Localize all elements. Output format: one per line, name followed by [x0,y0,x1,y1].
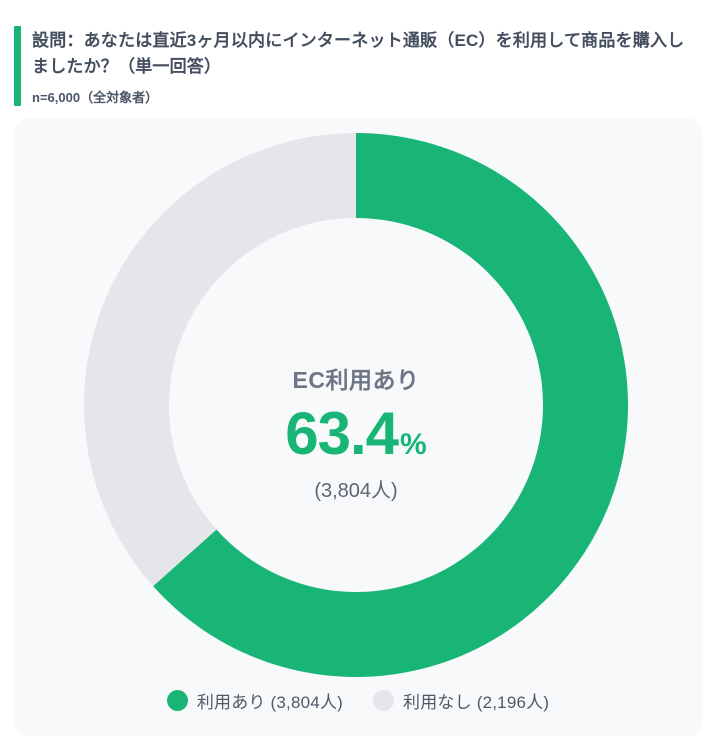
donut-svg [84,133,628,677]
legend-item-not-used: 利用なし (2,196人) [373,688,549,713]
chart-card: EC利用あり 63.4 % (3,804人) 利用あり (3,804人) 利用な… [14,118,702,736]
donut-segment-1 [84,133,356,587]
question-header-text: 設問：あなたは直近3ヶ月以内にインターネット通販（EC）を利用して商品を購入しま… [32,26,686,106]
question-text: 設問：あなたは直近3ヶ月以内にインターネット通販（EC）を利用して商品を購入しま… [32,31,685,77]
question-header: 設問：あなたは直近3ヶ月以内にインターネット通販（EC）を利用して商品を購入しま… [14,26,698,106]
legend-label-used: 利用あり (3,804人) [196,693,343,712]
sample-size-text: n=6,000（全対象者） [32,89,159,105]
chart-legend: 利用あり (3,804人) 利用なし (2,196人) [14,688,702,713]
legend-item-used: 利用あり (3,804人) [166,688,343,713]
question-accent-bar [14,26,21,106]
donut-chart: EC利用あり 63.4 % (3,804人) [84,133,628,677]
legend-dot-not-used [373,690,394,711]
legend-label-not-used: 利用なし (2,196人) [403,693,550,712]
legend-dot-used [166,690,188,711]
donut-segment-0 [153,133,628,677]
